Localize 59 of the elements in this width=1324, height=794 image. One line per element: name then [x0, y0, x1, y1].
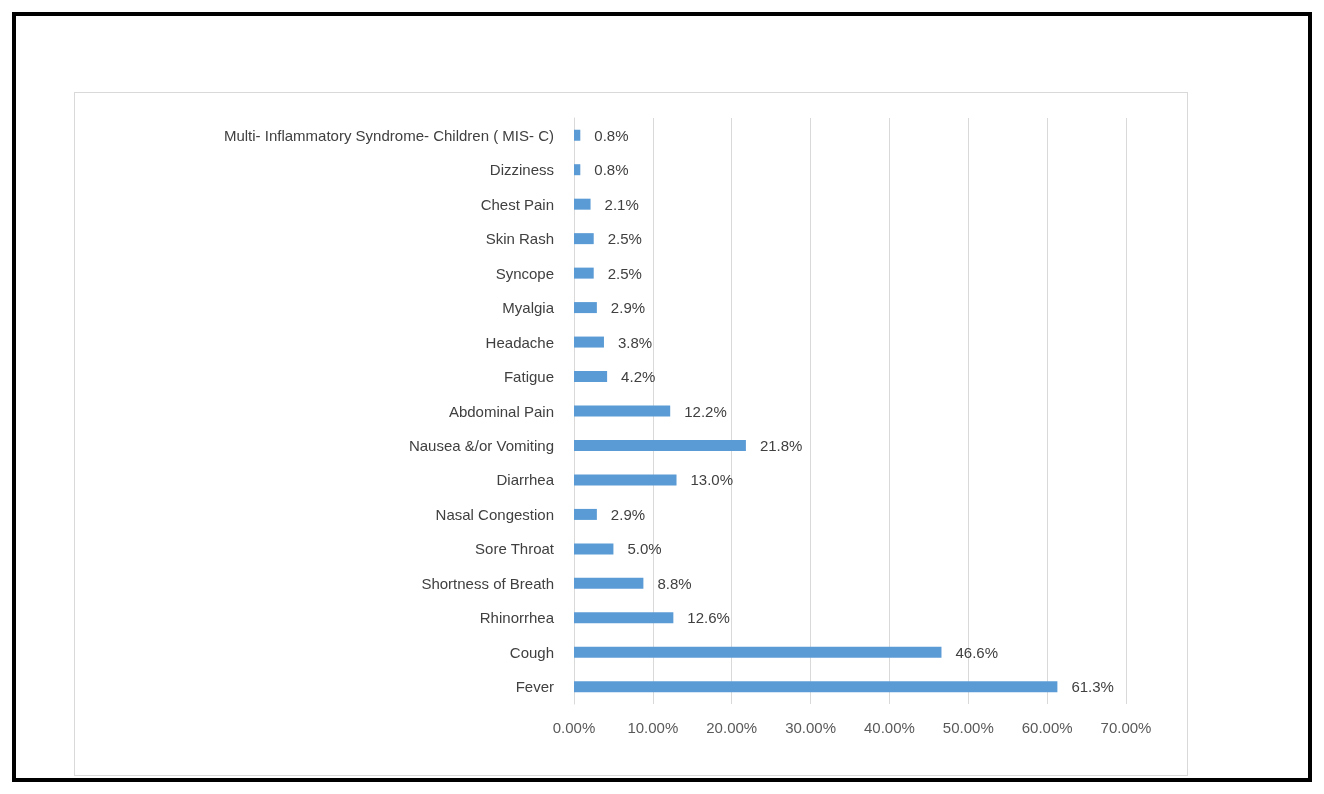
y-tick-label: Dizziness: [489, 161, 554, 179]
y-tick-label: Sore Throat: [475, 540, 555, 558]
y-tick-label: Multi- Inflammatory Syndrome- Children ( MIS- C): [223, 126, 554, 144]
data-label: 8.8%: [657, 574, 692, 592]
y-tick-label: Fatigue: [503, 368, 554, 386]
y-tick-label: Shortness of Breath: [421, 574, 554, 592]
bar: [574, 267, 594, 279]
data-label: 61.3%: [1071, 678, 1114, 696]
data-label: 2.5%: [607, 264, 642, 282]
bar: [574, 474, 677, 486]
bar: [574, 164, 581, 176]
bar: [574, 198, 591, 210]
data-label: 12.6%: [687, 609, 730, 627]
y-tick-label: Cough: [509, 643, 554, 661]
x-tick-label: 50.00%: [942, 719, 994, 736]
bar: [574, 543, 614, 555]
data-label: 13.0%: [690, 471, 734, 489]
y-tick-label: Diarrhea: [496, 471, 555, 489]
bar: [574, 681, 1058, 693]
data-label: 46.6%: [955, 643, 999, 661]
bar: [574, 646, 942, 658]
x-tick-label: 10.00%: [627, 719, 679, 736]
bar: [574, 577, 644, 589]
y-tick-label: Headache: [485, 333, 554, 351]
bar: [574, 302, 597, 314]
y-tick-label: Nausea &/or Vomiting: [408, 436, 554, 454]
bar: [574, 336, 604, 348]
bar: [574, 233, 594, 245]
data-label: 0.8%: [594, 126, 629, 144]
data-label: 12.2%: [684, 402, 727, 420]
data-label: 0.8%: [594, 161, 629, 179]
x-tick-label: 0.00%: [552, 719, 596, 736]
data-label: 2.1%: [604, 195, 639, 213]
y-tick-label: Rhinorrhea: [479, 609, 555, 627]
bar: [574, 508, 597, 520]
y-tick-label: Abdominal Pain: [448, 402, 554, 420]
x-tick-label: 40.00%: [863, 719, 915, 736]
y-tick-label: Myalgia: [502, 299, 555, 317]
y-tick-label: Nasal Congestion: [435, 505, 554, 523]
x-tick-label: 60.00%: [1021, 719, 1073, 736]
data-label: 5.0%: [627, 540, 662, 558]
bar: [574, 612, 674, 624]
data-label: 2.9%: [610, 505, 646, 523]
data-label: 2.9%: [610, 299, 646, 317]
bar: [574, 405, 671, 417]
y-tick-label: Fever: [515, 678, 554, 696]
x-tick-label: 70.00%: [1100, 719, 1152, 736]
data-label: 4.2%: [621, 368, 656, 386]
bar: [574, 371, 608, 383]
bar: [574, 439, 746, 451]
y-tick-label: Chest Pain: [480, 195, 554, 213]
y-tick-label: Skin Rash: [485, 230, 554, 248]
data-label: 3.8%: [617, 333, 653, 351]
data-label: 2.5%: [607, 230, 642, 248]
x-tick-label: 20.00%: [706, 719, 758, 736]
data-label: 21.8%: [759, 436, 803, 454]
x-tick-label: 30.00%: [785, 719, 837, 736]
bar: [574, 129, 581, 141]
y-tick-label: Syncope: [495, 264, 554, 282]
